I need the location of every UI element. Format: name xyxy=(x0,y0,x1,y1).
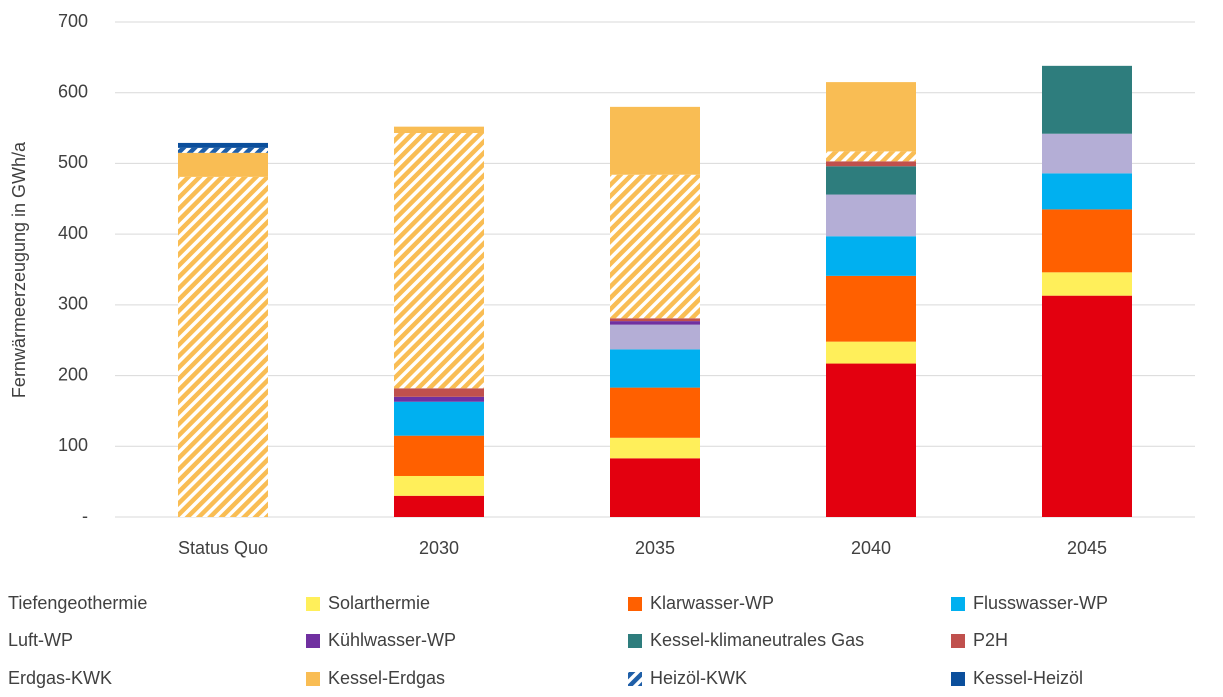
legend-label: Erdgas-KWK xyxy=(8,668,112,688)
x-tick-label: 2030 xyxy=(419,538,459,558)
y-tick-label: 700 xyxy=(58,11,88,31)
bar-segment xyxy=(610,174,700,319)
y-tick-label: - xyxy=(82,506,88,526)
legend-label: Kühlwasser-WP xyxy=(328,630,456,650)
y-tick-label: 200 xyxy=(58,364,88,384)
bar-segment xyxy=(610,324,700,350)
bar-segment xyxy=(610,318,700,322)
x-tick-label: 2040 xyxy=(851,538,891,558)
bar-segment xyxy=(394,396,484,402)
legend-swatch xyxy=(951,634,965,648)
legend-label: Solarthermie xyxy=(328,593,430,613)
legend-swatch xyxy=(306,597,320,611)
y-tick-label: 300 xyxy=(58,294,88,314)
legend-swatch xyxy=(306,634,320,648)
legend-label: Flusswasser-WP xyxy=(973,593,1108,613)
bar-segment xyxy=(826,236,916,276)
bar-segment xyxy=(394,495,484,517)
bar-segment xyxy=(178,152,268,177)
y-tick-label: 500 xyxy=(58,152,88,172)
bar-segment xyxy=(394,401,484,436)
y-tick-label: 100 xyxy=(58,435,88,455)
bar-segment xyxy=(1042,272,1132,296)
legend-swatch xyxy=(951,672,965,686)
legend-label: Kessel-Erdgas xyxy=(328,668,445,688)
bar-segment xyxy=(394,126,484,134)
legend-label: Kessel-Heizöl xyxy=(973,668,1083,688)
bar-segment xyxy=(178,147,268,153)
y-tick-label: 400 xyxy=(58,223,88,243)
y-tick-label: 600 xyxy=(58,81,88,101)
bar-segment xyxy=(826,82,916,152)
bar-segment xyxy=(610,458,700,517)
bar-segment xyxy=(394,475,484,496)
y-axis-label: Fernwärmeerzeugung in GWh/a xyxy=(9,141,29,398)
legend-label: Heizöl-KWK xyxy=(650,668,747,688)
bar-segment xyxy=(826,275,916,342)
legend-swatch xyxy=(628,597,642,611)
bar-segment xyxy=(610,349,700,388)
bar-segment xyxy=(826,151,916,162)
x-tick-label: 2035 xyxy=(635,538,675,558)
x-tick-label: Status Quo xyxy=(178,538,268,558)
bar-segment xyxy=(394,435,484,476)
legend-swatch xyxy=(628,672,642,686)
legend-swatch xyxy=(628,634,642,648)
bar-segment xyxy=(610,387,700,438)
bar-segment xyxy=(826,166,916,195)
bar-segment xyxy=(394,388,484,397)
legend-label: Klarwasser-WP xyxy=(650,593,774,613)
bar-segment xyxy=(610,321,700,325)
bar-segment xyxy=(178,176,268,517)
bar-segment xyxy=(1042,65,1132,134)
legend-swatch xyxy=(306,672,320,686)
bar-segment xyxy=(826,161,916,167)
legend-label: Kessel-klimaneutrales Gas xyxy=(650,630,864,650)
bar-segment xyxy=(1042,133,1132,174)
legend-swatch xyxy=(951,597,965,611)
x-tick-label: 2045 xyxy=(1067,538,1107,558)
bar-segment xyxy=(178,142,268,148)
bar-segment xyxy=(1042,209,1132,273)
legend-label: Tiefengeothermie xyxy=(8,593,147,613)
bar-segment xyxy=(610,106,700,175)
bar-segment xyxy=(1042,173,1132,210)
bar-segment xyxy=(394,133,484,389)
legend-label: Luft-WP xyxy=(8,630,73,650)
bar-segment xyxy=(1042,295,1132,517)
bar-segment xyxy=(826,194,916,237)
bar-segment xyxy=(610,437,700,459)
bar-segment xyxy=(826,363,916,517)
legend-label: P2H xyxy=(973,630,1008,650)
bar-segment xyxy=(826,341,916,364)
